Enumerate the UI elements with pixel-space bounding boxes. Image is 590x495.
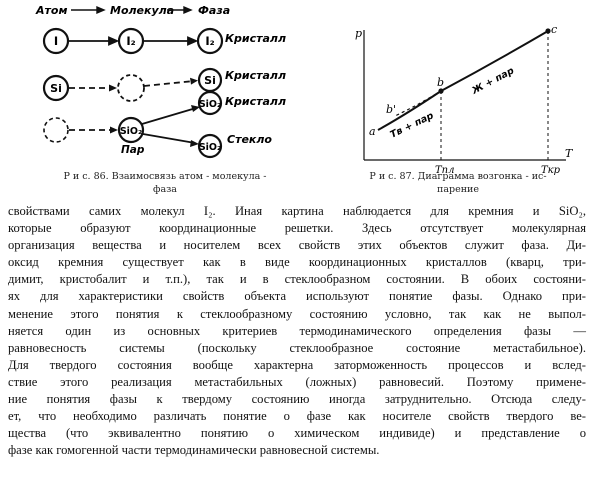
phase-sio2-node-b — [197, 133, 223, 159]
body-line: ние понятия фазы к твердому состоянию ин… — [8, 392, 586, 407]
body-line: димит, кристобалит и т.п.), так и в стек… — [8, 272, 586, 287]
figure-87-caption-line-2: парение — [437, 184, 479, 195]
body-line: фазе как гомогенной части термодинамичес… — [8, 443, 380, 458]
molecule-absent-node — [117, 74, 145, 102]
header-atom: Атом — [35, 4, 67, 17]
body-line: Для твердого состояния вообще характерна… — [8, 357, 586, 372]
figure-87: p T a b b' c Тв + пар Ж + пар Tпл Tкр — [355, 23, 574, 176]
critical-temp-tick: Tкр — [541, 165, 561, 176]
atom-si-node — [42, 74, 70, 102]
triple-point — [438, 88, 444, 94]
body-line: свойствами самих молекул I₂. Иная картин… — [8, 204, 586, 218]
phase-i2-label: I₂ — [205, 34, 214, 48]
vapor-label: Пар — [121, 144, 145, 156]
vaporization-curve — [440, 30, 549, 92]
molecule-sio2-node — [117, 116, 145, 144]
crystal-label-3: Кристалл — [225, 95, 286, 108]
body-line: ях для характеристики свойств объекта ис… — [8, 289, 586, 304]
point-a-label: a — [369, 125, 376, 138]
x-axis-label: T — [565, 147, 574, 160]
body-line: ет, что необходимо различать понятие о ф… — [8, 409, 586, 424]
crystal-label-1: Кристалл — [225, 32, 286, 45]
molecule-sio2-label: SiO₂ — [120, 126, 142, 137]
phase-sio2-label-a: SiO₂ — [199, 99, 221, 110]
header-molecule: Молекула — [110, 4, 174, 17]
body-paragraph: свойствами самих молекул I₂. Иная картин… — [8, 203, 586, 459]
figure-87-caption: Р и с. 87. Диаграмма возгонка - ис- паре… — [352, 170, 564, 196]
body-line: щества (что эквивалентно понятию о химич… — [8, 426, 586, 441]
point-c-label: c — [551, 23, 557, 36]
body-line: организация вещества и носителем всех св… — [8, 238, 586, 253]
y-axis-label: p — [355, 27, 362, 40]
critical-point — [545, 28, 551, 34]
metastable-branch — [394, 90, 442, 117]
molecule-i2-label: I₂ — [126, 34, 135, 48]
body-line: ствие этого реализация метастабильных (л… — [8, 374, 586, 389]
atom-i-node — [42, 27, 70, 55]
point-b-prime-label: b' — [386, 103, 396, 116]
point-b-label: b — [437, 76, 444, 89]
phase-si-label: Si — [204, 74, 216, 87]
phase-sio2-label-b: SiO₂ — [199, 142, 221, 153]
crystal-label-2: Кристалл — [225, 69, 286, 82]
body-line: равновесность системы (поскольку стеклоо… — [8, 340, 586, 355]
figure-86-caption-line-2: фаза — [153, 184, 177, 195]
figure-86-caption: Р и с. 86. Взаимосвязь атом - молекула -… — [55, 170, 275, 196]
glass-label: Стекло — [227, 133, 272, 146]
body-line: оксид кремния существует как в виде коор… — [8, 255, 586, 270]
atom-i-label: I — [54, 34, 58, 48]
header-phase: Фаза — [198, 4, 230, 17]
body-line: менение этого понятия к стеклообразному … — [8, 306, 586, 321]
body-line: которые образуют координационные решетки… — [8, 221, 586, 236]
figure-86-caption-line-1: Р и с. 86. Взаимосвязь атом - молекула - — [63, 171, 267, 182]
atom-absent-node — [43, 117, 69, 143]
figure-86: Атом Молекула Фаза I I₂ I₂ Кристалл Si S… — [35, 4, 574, 176]
atom-si-label: Si — [50, 82, 62, 95]
liquid-vapor-label: Ж + пар — [469, 65, 516, 97]
phase-sio2-node-a — [197, 90, 223, 116]
melt-temp-tick: Tпл — [435, 165, 454, 176]
figure-87-caption-line-1: Р и с. 87. Диаграмма возгонка - ис- — [369, 171, 547, 182]
body-line: няется один из основных критериев термод… — [8, 323, 586, 338]
